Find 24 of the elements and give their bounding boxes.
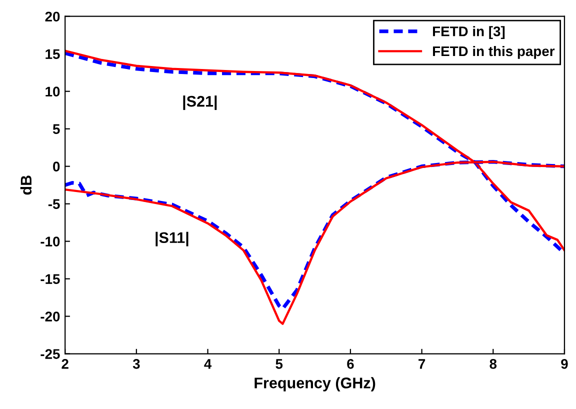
annotation: |S21| bbox=[183, 96, 217, 110]
y-tick-label: -5 bbox=[48, 199, 60, 209]
legend-label: FETD in this paper bbox=[433, 46, 555, 59]
y-tick-label: -15 bbox=[40, 274, 60, 284]
y-tick-label: 10 bbox=[46, 86, 60, 97]
x-tick-label: 2 bbox=[62, 359, 68, 369]
x-tick-label: 4 bbox=[204, 359, 212, 369]
x-tick-label: 8 bbox=[490, 359, 497, 369]
legend-label: FETD in [3] bbox=[433, 26, 505, 40]
y-tick-label: 5 bbox=[52, 124, 60, 134]
x-tick-label: 5 bbox=[276, 359, 283, 369]
x-axis-title: Frequency (GHz) bbox=[254, 377, 376, 392]
y-tick-label: -25 bbox=[40, 349, 60, 359]
y-tick-label: -10 bbox=[40, 236, 60, 246]
y-axis-title: dB bbox=[20, 176, 32, 195]
y-tick-label: 20 bbox=[45, 12, 60, 22]
annotation: |S11| bbox=[156, 232, 188, 246]
y-tick-label: -20 bbox=[40, 312, 60, 322]
x-tick-label: 9 bbox=[561, 359, 568, 369]
x-tick-label: 3 bbox=[132, 359, 140, 369]
y-tick-label: 15 bbox=[46, 49, 60, 60]
x-tick-label: 7 bbox=[418, 359, 426, 369]
y-tick-label: 0 bbox=[53, 162, 60, 172]
x-tick-label: 6 bbox=[347, 359, 354, 369]
